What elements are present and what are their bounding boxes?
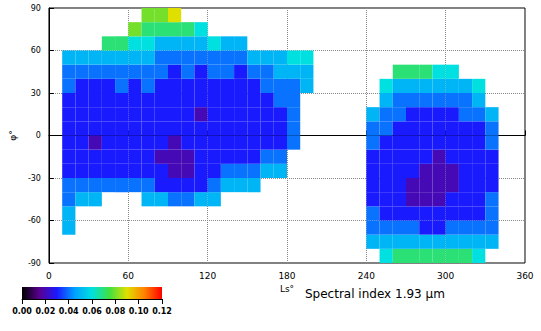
svg-text:120: 120 — [199, 271, 216, 281]
svg-text:0.10: 0.10 — [129, 307, 149, 316]
svg-text:Ls°: Ls° — [280, 284, 294, 294]
svg-text:180: 180 — [278, 271, 295, 281]
svg-text:300: 300 — [437, 271, 454, 281]
svg-text:240: 240 — [358, 271, 375, 281]
svg-text:0: 0 — [46, 271, 52, 281]
svg-text:360: 360 — [516, 271, 533, 281]
svg-text:0.02: 0.02 — [35, 307, 55, 316]
svg-text:Spectral index 1.93 μm: Spectral index 1.93 μm — [305, 287, 445, 301]
svg-text:-90: -90 — [28, 259, 41, 268]
svg-text:-30: -30 — [28, 174, 41, 183]
svg-text:0.04: 0.04 — [59, 307, 79, 316]
svg-text:0: 0 — [36, 131, 41, 140]
svg-text:0.06: 0.06 — [82, 307, 102, 316]
svg-text:0.12: 0.12 — [152, 307, 172, 316]
svg-text:0.08: 0.08 — [105, 307, 125, 316]
svg-text:90: 90 — [31, 4, 41, 13]
svg-text:60: 60 — [123, 271, 135, 281]
svg-text:-60: -60 — [28, 216, 41, 225]
svg-text:60: 60 — [31, 46, 41, 55]
svg-text:0.00: 0.00 — [12, 307, 32, 316]
svg-text:φ°: φ° — [8, 130, 18, 140]
svg-text:30: 30 — [31, 89, 41, 98]
